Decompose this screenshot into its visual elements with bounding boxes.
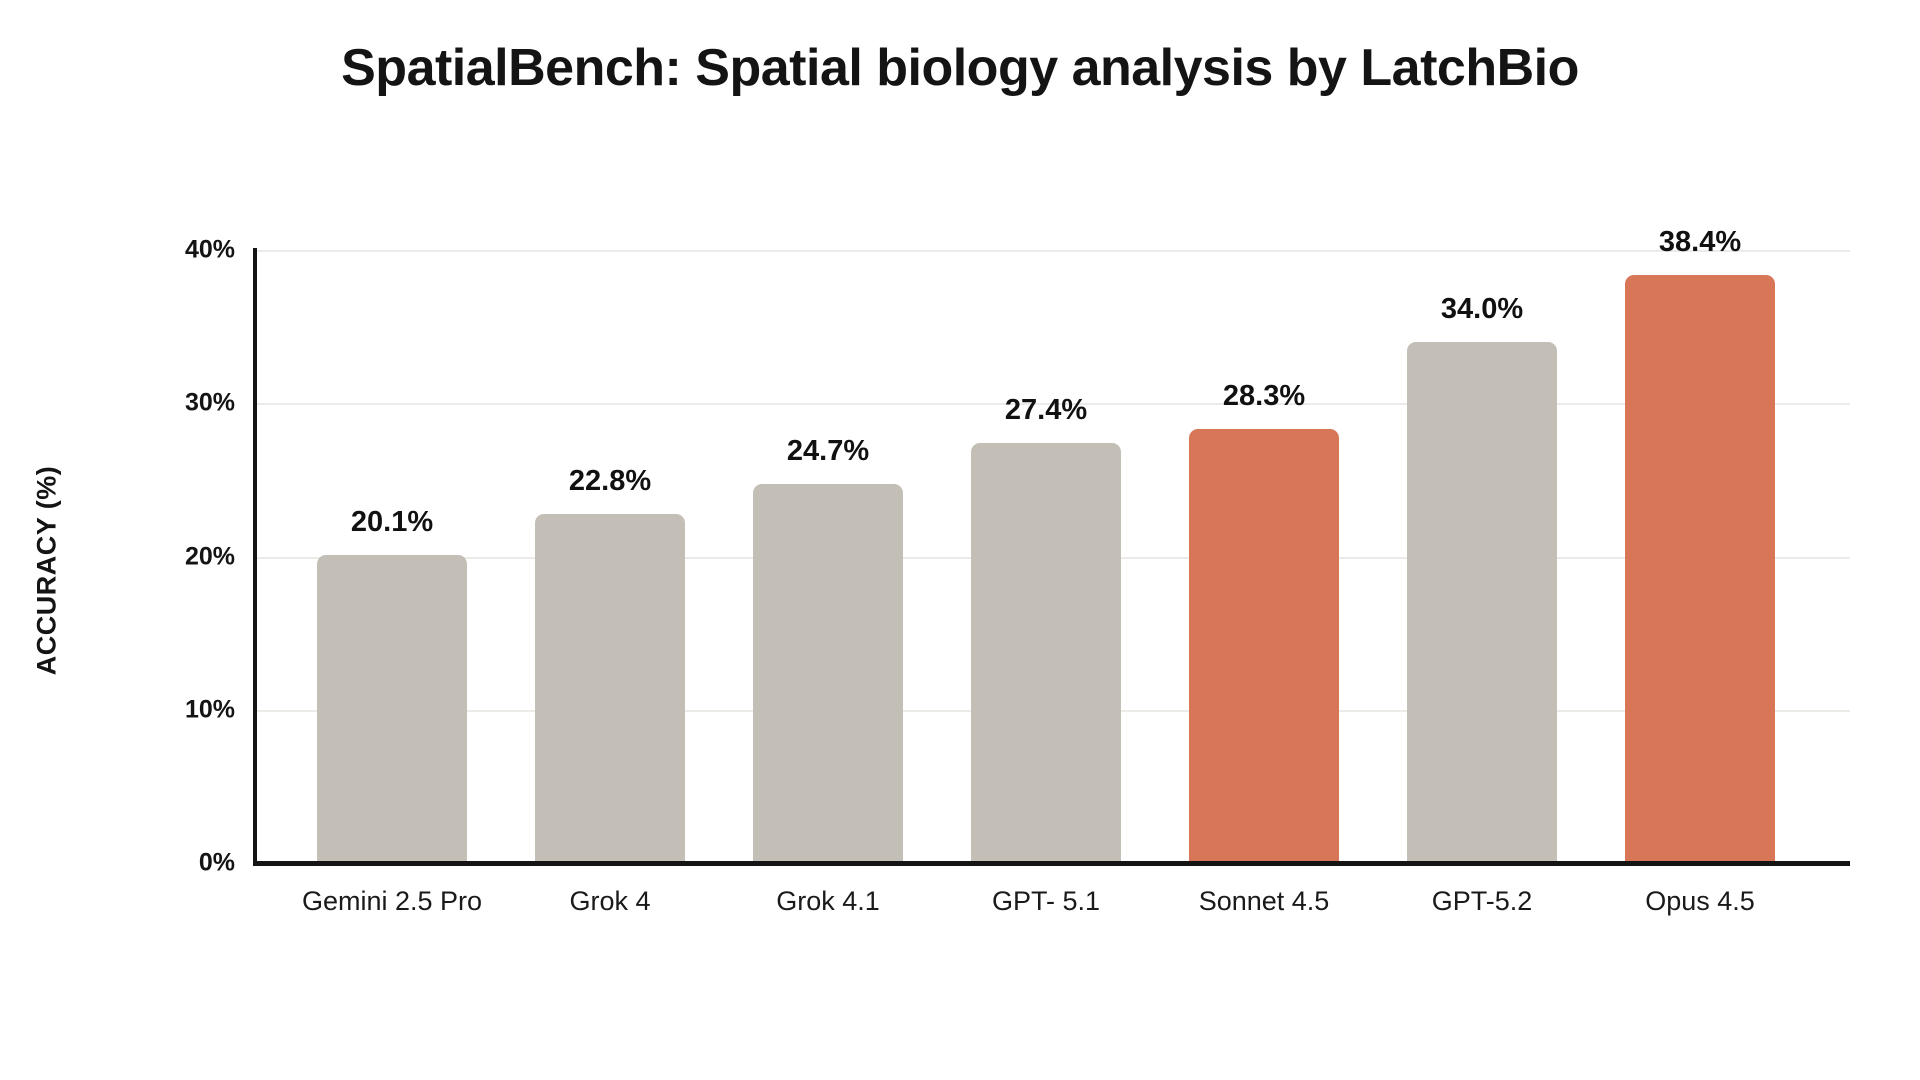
bar[interactable] [753,484,903,863]
plot-area: 20.1% 22.8% 24.7% 27.4% 28.3% 34.0% 38.4% [255,226,1850,863]
x-axis-tick-label: Sonnet 4.5 [1198,886,1330,916]
x-axis-tick-label: Grok 4.1 [776,886,880,916]
y-axis-tick-label: 10% [184,695,235,724]
bar[interactable] [1407,341,1557,863]
x-axis-tick-label: GPT- 5.1 [991,886,1101,916]
gridline [255,250,1850,252]
bar-value-label: 24.7% [786,435,870,468]
bar[interactable] [1625,274,1775,863]
bar-value-label: 27.4% [1004,394,1088,427]
x-axis-line [253,861,1850,866]
x-axis-tick-label: Grok 4 [569,886,651,916]
bar[interactable] [317,554,467,863]
x-axis-tick-labels: Gemini 2.5 Pro Grok 4 Grok 4.1 GPT- 5.1 Sonn… [255,866,1850,926]
y-axis-tick-label: 0% [198,848,235,877]
y-axis-title: ACCURACY (%) [31,465,62,676]
x-axis-tick-label: Opus 4.5 [1645,886,1755,916]
bar[interactable] [971,443,1121,863]
x-axis-tick-label: Gemini 2.5 Pro [301,886,483,916]
y-axis-tick-label: 30% [184,388,235,417]
bar-group: 22.8% [535,250,685,863]
page-title: SpatialBench: Spatial biology analysis b… [341,39,1579,97]
bar-group: 24.7% [753,250,903,863]
bar-group: 20.1% [317,250,467,863]
bar-group: 34.0% [1407,250,1557,863]
bar[interactable] [1189,429,1339,863]
bar[interactable] [535,513,685,863]
bar-group: 38.4% [1625,226,1775,863]
bar-value-label: 38.4% [1658,225,1742,258]
bar-value-label: 22.8% [568,464,652,497]
y-axis-line [253,248,257,865]
bar-group: 27.4% [971,250,1121,863]
bar-value-label: 34.0% [1440,292,1524,325]
y-axis-tick-label: 40% [184,235,235,264]
x-axis-tick-label: GPT-5.2 [1431,886,1533,916]
bar-value-label: 20.1% [350,505,434,538]
gridline [255,403,1850,406]
bar-value-label: 28.3% [1222,380,1306,413]
y-axis-tick-labels: 0% 10% 20% 30% 40% [130,0,235,1080]
bar-group: 28.3% [1189,250,1339,863]
y-axis-tick-label: 20% [184,542,235,570]
